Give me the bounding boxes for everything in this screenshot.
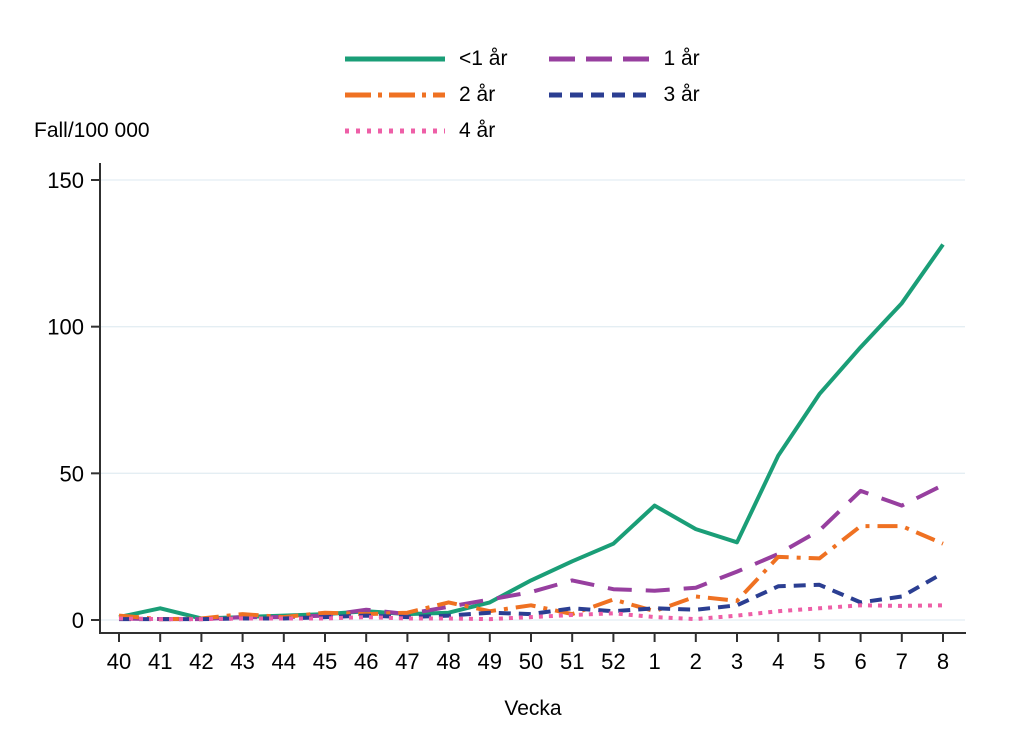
legend-label: 1 år bbox=[663, 47, 700, 70]
x-tick-label: 45 bbox=[313, 649, 337, 674]
x-tick-label: 43 bbox=[230, 649, 254, 674]
x-tick-label: 4 bbox=[772, 649, 784, 674]
legend-label: 3 år bbox=[663, 83, 700, 106]
x-tick-label: 5 bbox=[813, 649, 825, 674]
x-tick-label: 3 bbox=[731, 649, 743, 674]
legend-item-4: 4 år bbox=[345, 118, 507, 144]
x-tick-label: 47 bbox=[395, 649, 419, 674]
x-tick-label: 50 bbox=[519, 649, 543, 674]
series-line-1 bbox=[118, 483, 944, 622]
series-line-4 bbox=[118, 603, 944, 622]
y-tick-label: 50 bbox=[60, 461, 84, 486]
x-tick-label: 44 bbox=[272, 649, 296, 674]
x-tick-label: 2 bbox=[690, 649, 702, 674]
x-tick-label: 1 bbox=[648, 649, 660, 674]
x-tick-label: 48 bbox=[436, 649, 460, 674]
series-line-2 bbox=[118, 524, 944, 622]
x-tick-label: 41 bbox=[148, 649, 172, 674]
legend: <1 år 1 år 2 år 3 år 4 år bbox=[345, 46, 700, 144]
series-line-3 bbox=[119, 571, 944, 622]
y-axis-title: Fall/100 000 bbox=[34, 119, 150, 142]
legend-key-line bbox=[345, 56, 445, 62]
x-tick-label: 40 bbox=[107, 649, 131, 674]
y-tick-label: 0 bbox=[72, 608, 84, 633]
legend-label: 4 år bbox=[459, 119, 496, 142]
legend-label: <1 år bbox=[459, 47, 508, 70]
x-tick-label: 6 bbox=[854, 649, 866, 674]
legend-key-line bbox=[345, 128, 445, 134]
legend-key-line bbox=[345, 92, 445, 98]
x-tick-label: 8 bbox=[937, 649, 949, 674]
legend-item-0: <1 år bbox=[345, 46, 507, 72]
legend-label: 2 år bbox=[459, 83, 496, 106]
x-tick-label: 49 bbox=[478, 649, 502, 674]
legend-key-line bbox=[549, 56, 650, 62]
x-axis-title: Vecka bbox=[504, 697, 562, 720]
legend-item-1: 1 år bbox=[549, 46, 700, 72]
y-tick-label: 100 bbox=[47, 315, 84, 340]
y-tick-label: 150 bbox=[47, 168, 84, 193]
series-line-0 bbox=[118, 243, 945, 621]
x-tick-label: 46 bbox=[354, 649, 378, 674]
legend-item-2: 2 år bbox=[345, 82, 507, 108]
x-tick-label: 42 bbox=[189, 649, 213, 674]
x-tick-label: 7 bbox=[896, 649, 908, 674]
x-tick-label: 51 bbox=[560, 649, 584, 674]
x-tick-label: 52 bbox=[601, 649, 625, 674]
legend-item-3: 3 år bbox=[549, 82, 700, 108]
legend-key-line bbox=[549, 92, 650, 98]
